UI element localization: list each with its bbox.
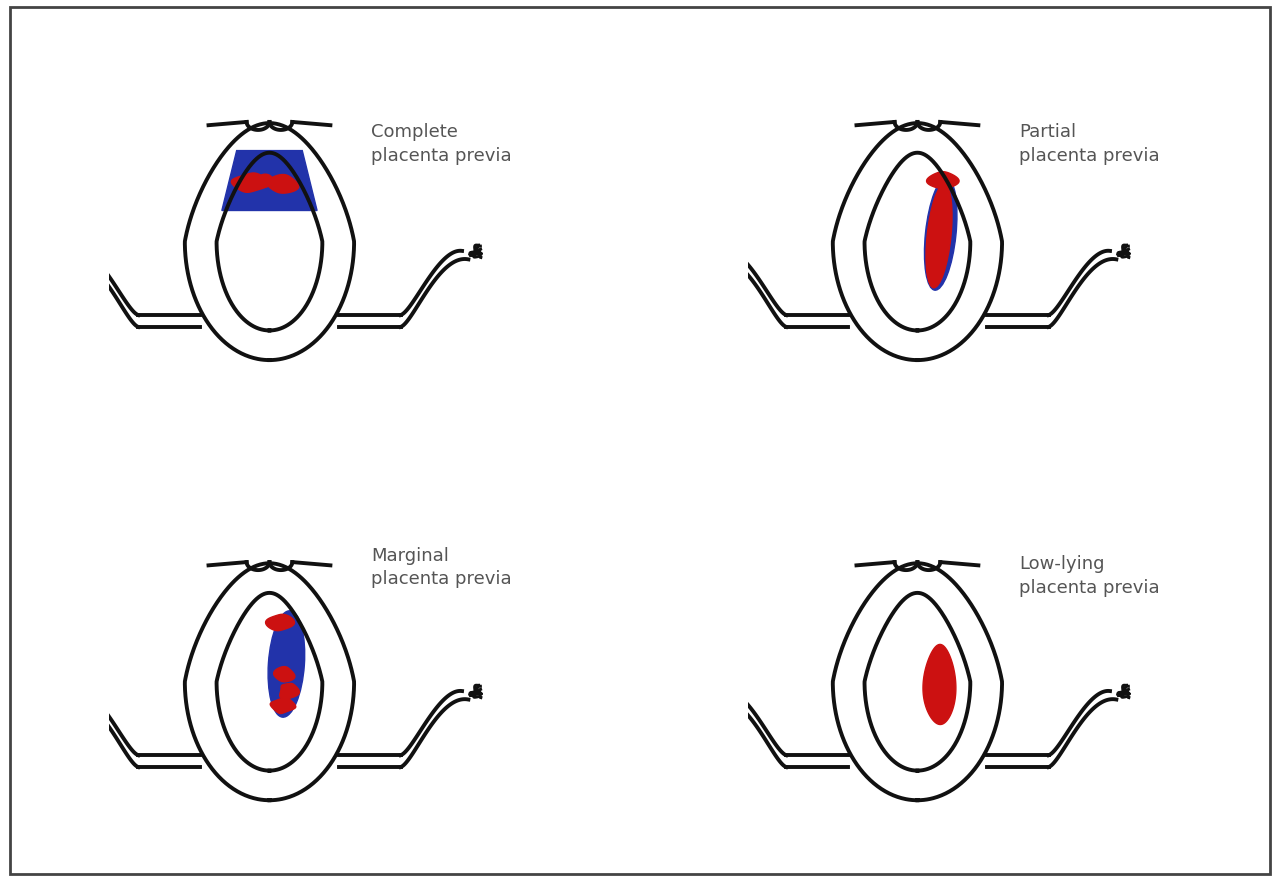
Polygon shape bbox=[927, 172, 959, 189]
Text: Complete
placenta previa: Complete placenta previa bbox=[371, 123, 512, 165]
Polygon shape bbox=[247, 122, 270, 130]
Polygon shape bbox=[833, 563, 1002, 800]
Text: Partial
placenta previa: Partial placenta previa bbox=[1019, 123, 1160, 165]
Polygon shape bbox=[232, 173, 270, 192]
Polygon shape bbox=[280, 684, 300, 699]
Ellipse shape bbox=[924, 178, 957, 290]
Text: Marginal
placenta previa: Marginal placenta previa bbox=[371, 547, 512, 589]
Polygon shape bbox=[216, 593, 323, 771]
Polygon shape bbox=[918, 122, 941, 130]
Polygon shape bbox=[923, 644, 956, 724]
Polygon shape bbox=[184, 123, 355, 360]
Polygon shape bbox=[864, 152, 970, 330]
Polygon shape bbox=[268, 174, 298, 193]
Polygon shape bbox=[895, 122, 918, 130]
Polygon shape bbox=[221, 151, 317, 211]
Ellipse shape bbox=[268, 611, 305, 717]
Polygon shape bbox=[270, 122, 292, 130]
Polygon shape bbox=[918, 562, 941, 570]
Polygon shape bbox=[257, 174, 273, 187]
Polygon shape bbox=[270, 562, 292, 570]
Polygon shape bbox=[247, 562, 270, 570]
Polygon shape bbox=[895, 562, 918, 570]
Polygon shape bbox=[216, 152, 323, 330]
Polygon shape bbox=[274, 667, 294, 682]
Ellipse shape bbox=[925, 184, 952, 288]
Polygon shape bbox=[270, 698, 296, 714]
Polygon shape bbox=[833, 123, 1002, 360]
Polygon shape bbox=[265, 614, 294, 631]
Text: Low-lying
placenta previa: Low-lying placenta previa bbox=[1019, 555, 1160, 596]
Polygon shape bbox=[864, 593, 970, 771]
Polygon shape bbox=[184, 563, 355, 800]
